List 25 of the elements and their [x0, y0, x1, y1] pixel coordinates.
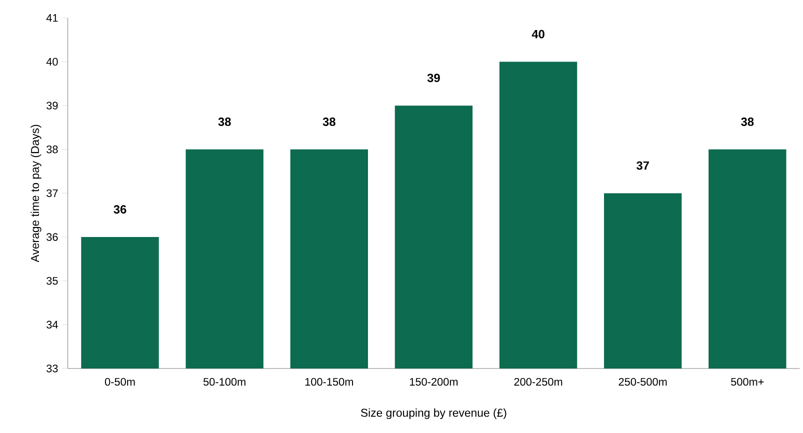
y-tick-label: 33	[46, 364, 58, 372]
data-label: 38	[218, 117, 231, 126]
y-tick-label: 41	[46, 14, 58, 22]
x-tick-label: 50-100m	[203, 378, 246, 386]
x-tick-label: 0-50m	[104, 378, 135, 386]
data-label: 36	[114, 205, 126, 214]
y-tick-label: 37	[46, 189, 58, 197]
y-axis-title: Average time to pay (Days)	[30, 124, 42, 262]
data-label: 40	[532, 30, 544, 38]
data-label: 38	[322, 117, 336, 126]
y-tick-label: 35	[46, 276, 58, 285]
y-tick-label: 34	[46, 320, 58, 328]
data-label: 37	[636, 161, 649, 170]
y-tick-label: 38	[46, 145, 58, 154]
x-axis-title: Size grouping by revenue (£)	[360, 408, 506, 419]
y-tick-label: 36	[46, 233, 58, 241]
data-label: 38	[741, 117, 754, 126]
x-tick-label: 100-150m	[305, 378, 353, 386]
x-tick-label: 150-200m	[410, 378, 458, 386]
data-label: 39	[427, 74, 440, 82]
x-tick-label: 200-250m	[514, 378, 562, 386]
x-tick-label: 500m+	[731, 378, 764, 386]
y-tick-label: 39	[46, 102, 58, 110]
y-tick-label: 40	[46, 58, 58, 66]
x-tick-label: 250-500m	[618, 378, 667, 386]
